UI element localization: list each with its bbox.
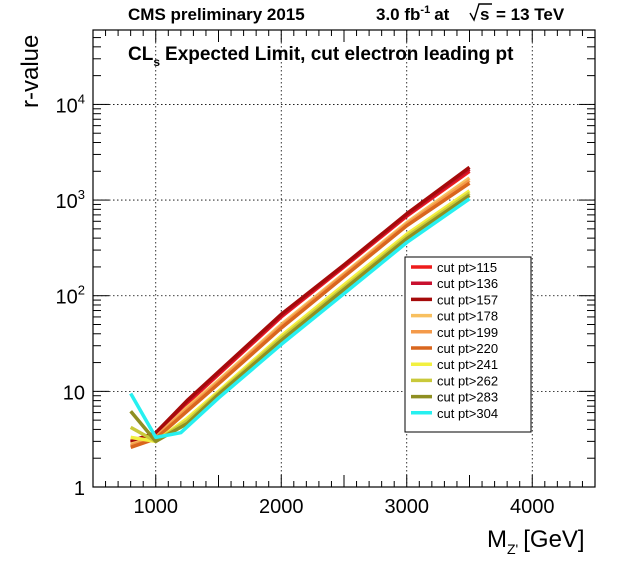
sqrt-icon [469, 3, 492, 22]
chart-title: CLs Expected Limit, cut electron leading … [128, 44, 514, 69]
legend-label: cut pt>262 [437, 373, 498, 388]
legend-label: cut pt>199 [437, 325, 498, 340]
header-experiment: CMS preliminary 2015 [128, 5, 305, 24]
header-luminosity: 3.0 fb-1 at [376, 4, 450, 24]
x-tick-label: 2000 [259, 496, 304, 518]
series-line-6 [130, 181, 471, 449]
y-tick-label: 1 [74, 478, 85, 500]
legend-label: cut pt>220 [437, 341, 498, 356]
x-tick-label: 1000 [134, 496, 179, 518]
svg-text:= 13 TeV: = 13 TeV [496, 5, 565, 24]
x-tick-labels: 1000 2000 3000 4000 [134, 496, 555, 518]
legend-label: cut pt>241 [437, 357, 498, 372]
x-axis-title: MZ' [GeV] [487, 526, 585, 557]
series-line-3 [130, 165, 471, 444]
y-tick-label: 102 [56, 283, 85, 309]
legend-label: cut pt>178 [437, 309, 498, 324]
legend-label: cut pt>283 [437, 390, 498, 405]
axis-ticks [93, 29, 595, 488]
series-line-10 [129, 197, 471, 440]
legend-label: cut pt>136 [437, 276, 498, 291]
y-tick-label: 104 [56, 91, 85, 117]
x-tick-label: 3000 [385, 496, 430, 518]
legend [404, 256, 532, 433]
header-energy: s = 13 TeV [469, 3, 565, 24]
legend-label: cut pt>304 [437, 406, 498, 421]
series-lines [129, 165, 471, 449]
y-tick-labels: 1 10 102 103 104 [56, 91, 85, 500]
svg-text:s: s [480, 5, 489, 24]
legend-label: cut pt>115 [437, 260, 497, 275]
y-tick-label: 10 [63, 382, 85, 404]
x-tick-label: 4000 [510, 496, 555, 518]
y-tick-label: 103 [56, 187, 85, 213]
legend-label: cut pt>157 [437, 292, 498, 307]
series-line-9 [129, 193, 471, 444]
y-axis-title: r-value [17, 35, 44, 108]
